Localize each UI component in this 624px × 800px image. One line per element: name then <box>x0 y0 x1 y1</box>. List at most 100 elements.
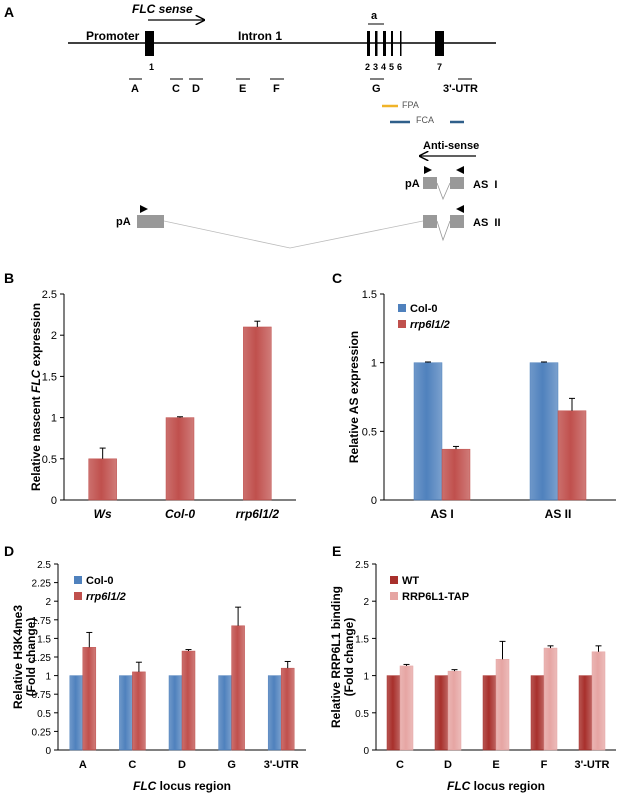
legend-swatch <box>74 592 82 600</box>
exon-number-4: 4 <box>381 62 386 72</box>
y-axis-label: Relative RRP6L1 binding(Fold change) <box>329 586 356 728</box>
exon-number-3: 3 <box>373 62 378 72</box>
intron-label: Intron 1 <box>238 29 282 43</box>
y-axis-label-line: Relative RRP6L1 binding <box>329 586 343 728</box>
chart-e-rrp6l1-binding: 0 0.5 1 1.5 2 2.5 C D E F 3'-UTR Relative RRP6L1 bi… <box>329 560 616 793</box>
region-c-text: C <box>172 83 180 95</box>
region-e-text: E <box>239 83 246 95</box>
as2-label: AS II <box>473 217 501 229</box>
promoter-label: Promoter <box>86 29 140 43</box>
exon-7 <box>435 31 444 56</box>
y-tick-label: 1 <box>51 413 57 425</box>
as1-splice <box>436 182 451 201</box>
x-category-label: 3'-UTR <box>264 759 299 771</box>
y-tick-label: 1.5 <box>42 371 57 383</box>
as2-exon-right <box>450 215 464 228</box>
panel-letter-b: B <box>4 270 15 286</box>
y-tick-label: 0 <box>45 746 51 757</box>
y-tick-label: 0.25 <box>32 727 52 738</box>
region-a-text: A <box>131 83 139 95</box>
legend-label: WT <box>402 575 419 587</box>
bar <box>557 410 587 501</box>
flc-sense-label: FLC sense <box>132 2 193 16</box>
y-tick-label: 1 <box>371 358 377 370</box>
legend-label: rrp6l1/2 <box>86 591 126 603</box>
y-tick-label: 2 <box>363 597 369 608</box>
flc-gene-diagram: FLC sense Promoter Intron 1 a 1 2 3 4 5 … <box>68 2 501 249</box>
x-category-label: D <box>178 759 186 771</box>
legend-swatch <box>74 576 82 584</box>
y-tick-label: 1.75 <box>32 616 52 627</box>
primer-left-as1 <box>424 166 432 174</box>
bar <box>165 417 195 501</box>
bar <box>413 362 443 501</box>
bar <box>543 647 558 751</box>
x-axis-label: FLC locus region <box>447 779 545 793</box>
y-axis-label: Relative AS expression <box>347 331 361 463</box>
x-category-label: C <box>396 759 404 771</box>
y-axis-label: Relative nascent FLC expression <box>29 303 43 491</box>
x-category-label: Col-0 <box>165 507 195 521</box>
x-category-label: F <box>541 759 548 771</box>
exon-4 <box>383 31 386 56</box>
antisense-label: Anti-sense <box>423 140 479 152</box>
legend-swatch <box>398 320 406 328</box>
y-tick-label: 2.5 <box>42 289 57 301</box>
y-axis-label: Relative H3K4me3(Fold change) <box>11 605 38 709</box>
exon-2 <box>367 31 370 56</box>
pa-label-as2: pA <box>116 216 131 228</box>
bar <box>280 667 295 751</box>
bar <box>168 675 183 751</box>
legend-label: rrp6l1/2 <box>410 319 450 331</box>
as2-exon-middle <box>423 215 437 228</box>
as1-exon-left <box>423 177 437 189</box>
bar <box>231 625 245 751</box>
y-tick-label: 0.75 <box>32 690 52 701</box>
y-tick-label: 2 <box>45 597 51 608</box>
exon-5 <box>391 31 393 56</box>
primer-left-as2 <box>140 205 148 213</box>
legend-label: RRP6L1-TAP <box>402 591 469 603</box>
bar <box>82 647 97 751</box>
x-category-label: AS II <box>545 507 572 521</box>
x-axis-label-gene: FLC <box>133 779 160 793</box>
panel-letter-c: C <box>332 270 343 286</box>
x-category-label: D <box>444 759 452 771</box>
as2-exon-left <box>137 215 164 228</box>
pa-label-as1: pA <box>405 178 420 190</box>
bar <box>529 362 559 501</box>
y-tick-label: 0 <box>363 746 369 757</box>
bar <box>441 448 471 501</box>
y-tick-label: 1.25 <box>32 653 52 664</box>
y-tick-label: 0.5 <box>362 426 377 438</box>
panel-letter-e: E <box>332 543 342 559</box>
x-axis-label-rest: locus region <box>474 779 545 793</box>
y-tick-label: 0.5 <box>355 709 369 720</box>
panel-letter-a: A <box>4 4 15 20</box>
bar <box>447 670 462 751</box>
as2-splice-short <box>436 220 451 242</box>
y-axis-label-line: (Fold change) <box>342 618 356 697</box>
exon-number-5: 5 <box>389 62 394 72</box>
legend-label: Col-0 <box>86 575 114 587</box>
x-axis-label-gene: FLC <box>447 779 474 793</box>
x-category-label: AS I <box>430 507 453 521</box>
x-axis-label: FLC locus region <box>133 779 231 793</box>
bar <box>218 675 232 751</box>
region-d-text: D <box>192 83 200 95</box>
region-a-label: a <box>371 10 378 22</box>
primer-right-as1 <box>456 166 464 174</box>
bar <box>88 458 117 501</box>
y-tick-label: 0.5 <box>37 709 51 720</box>
bar <box>181 650 196 751</box>
bar <box>243 326 272 501</box>
x-category-label: E <box>492 759 499 771</box>
exon-number-6: 6 <box>397 62 402 72</box>
region-utr-text: 3'-UTR <box>443 83 478 95</box>
bar <box>386 675 401 751</box>
y-axis-label-line: (Fold change) <box>24 618 38 697</box>
legend-swatch <box>390 592 398 600</box>
bar <box>119 675 133 751</box>
y-tick-label: 0 <box>371 495 377 507</box>
y-axis-label-word: Relative <box>29 445 43 491</box>
